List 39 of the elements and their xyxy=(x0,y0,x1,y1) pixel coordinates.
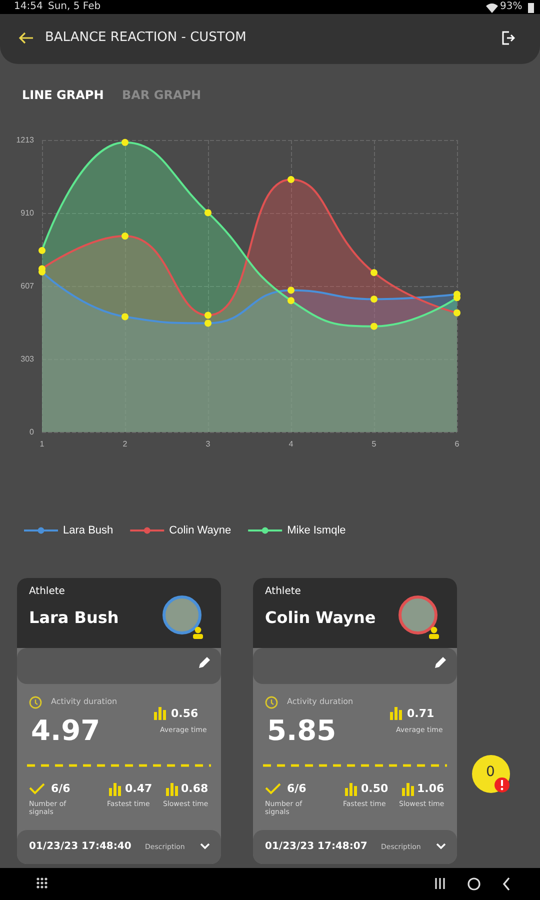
text: 01/23/23 17:48:40 xyxy=(29,841,132,852)
text: 0.50 xyxy=(361,782,388,795)
text: 6/6 xyxy=(287,782,306,795)
chart-title: BALANCE REACTION - CUSTOM xyxy=(45,30,246,45)
text: Activity duration xyxy=(287,697,354,706)
legend-label: Colin Wayne xyxy=(169,524,232,536)
text: 1.06 xyxy=(417,782,444,795)
text: 0.68 xyxy=(181,782,208,795)
y-tick-label: 0 xyxy=(30,428,35,436)
text: 5.85 xyxy=(267,714,336,747)
text: 6/6 xyxy=(51,782,70,795)
text: Lara Bush xyxy=(29,608,119,627)
x-tick-label: 5 xyxy=(372,440,377,448)
text: Colin Wayne xyxy=(265,608,376,627)
x-tick-label: 4 xyxy=(288,440,294,448)
y-tick-label: 303 xyxy=(20,354,35,364)
y-tick-label: 1213 xyxy=(16,136,35,144)
text: 0.71 xyxy=(407,707,434,720)
text: 01/23/23 17:48:07 xyxy=(265,841,368,852)
x-tick-label: 1 xyxy=(40,440,45,448)
text: 0.56 xyxy=(171,707,198,720)
text: Athlete xyxy=(29,586,65,597)
text: 93% xyxy=(500,1,522,12)
legend-label: Mike Ismqle xyxy=(287,524,346,536)
y-tick-label: 607 xyxy=(20,281,35,290)
text: 0 xyxy=(486,764,495,780)
x-tick-label: 2 xyxy=(122,440,128,448)
y-tick-label: 910 xyxy=(20,208,35,218)
text: 14:54 xyxy=(14,1,43,12)
x-tick-label: 6 xyxy=(454,440,460,448)
text: Athlete xyxy=(265,586,301,597)
text: LINE GRAPH xyxy=(22,88,104,102)
text: 0.47 xyxy=(125,782,152,795)
legend-label: Lara Bush xyxy=(63,524,114,536)
text: 4.97 xyxy=(31,714,100,747)
x-tick-label: 3 xyxy=(206,440,211,448)
text: Activity duration xyxy=(51,697,118,706)
text: BAR GRAPH xyxy=(122,88,202,102)
text: Sun, 5 Feb xyxy=(48,1,101,12)
